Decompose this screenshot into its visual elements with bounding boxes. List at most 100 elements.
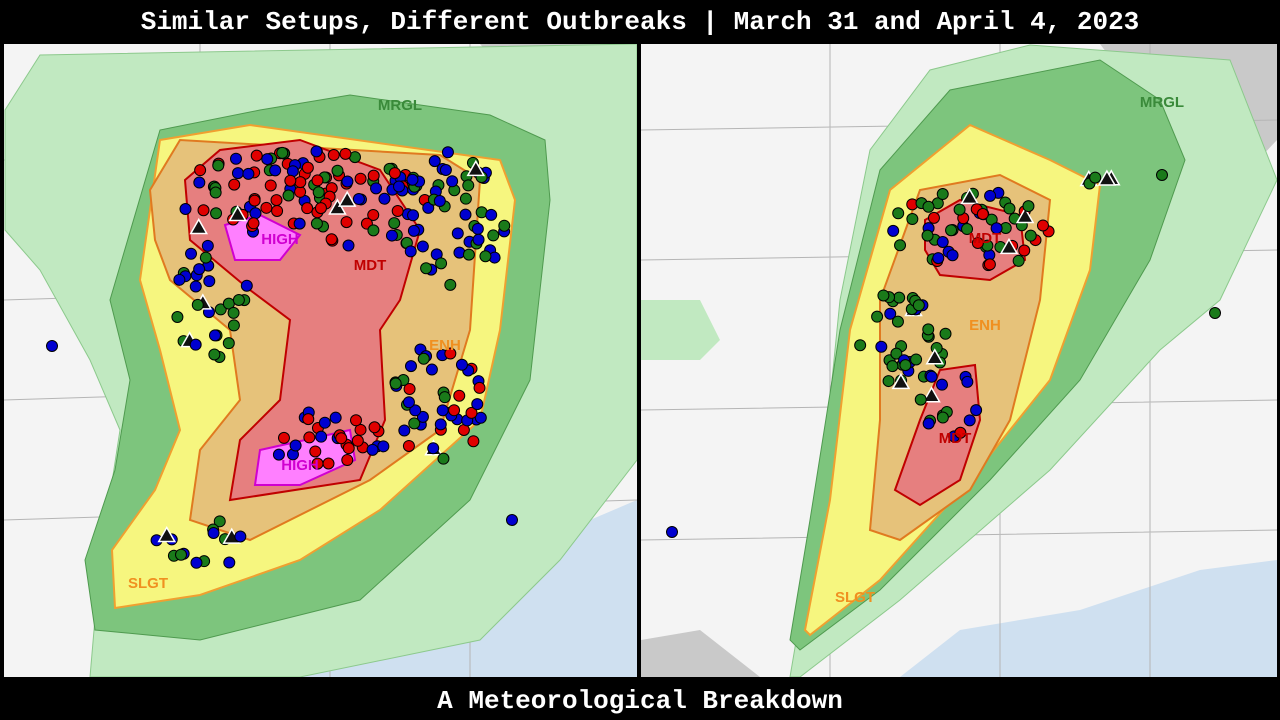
storm-report: [407, 209, 420, 222]
storm-report: [232, 294, 245, 307]
storm-report: [388, 167, 401, 180]
storm-report: [248, 194, 261, 207]
storm-report: [954, 426, 967, 439]
storm-report: [310, 145, 323, 158]
storm-report: [223, 556, 236, 569]
storm-report: [936, 378, 949, 391]
storm-report: [891, 315, 904, 328]
storm-report: [315, 430, 328, 443]
storm-report: [173, 273, 186, 286]
storm-report: [403, 382, 416, 395]
risk-label: MDT: [939, 430, 972, 447]
storm-report: [455, 358, 468, 371]
storm-report: [465, 406, 478, 419]
storm-report: [427, 442, 440, 455]
storm-report: [227, 319, 240, 332]
storm-report: [203, 275, 216, 288]
storm-report: [367, 169, 380, 182]
storm-report: [341, 454, 354, 467]
storm-report: [932, 252, 945, 265]
storm-report: [335, 432, 348, 445]
storm-report: [329, 411, 342, 424]
storm-report: [199, 251, 212, 264]
storm-report: [921, 229, 934, 242]
storm-report: [925, 370, 938, 383]
storm-report: [425, 363, 438, 376]
storm-report: [366, 443, 379, 456]
storm-report: [331, 164, 344, 177]
storm-report: [467, 435, 480, 448]
storm-report: [434, 418, 447, 431]
storm-report: [208, 329, 221, 342]
storm-report: [912, 299, 925, 312]
storm-report: [894, 239, 907, 252]
storm-report: [436, 404, 449, 417]
storm-report: [389, 377, 402, 390]
storm-report: [1036, 219, 1049, 232]
storm-report: [474, 411, 487, 424]
storm-report: [487, 229, 500, 242]
storm-report: [971, 237, 984, 250]
storm-report: [208, 348, 221, 361]
storm-report: [250, 149, 263, 162]
storm-report: [351, 434, 364, 447]
storm-report: [1012, 254, 1025, 267]
storm-report: [983, 258, 996, 271]
storm-report: [854, 339, 867, 352]
storm-report: [471, 222, 484, 235]
storm-report: [231, 167, 244, 180]
storm-report: [377, 440, 390, 453]
tornado-report: [922, 386, 941, 403]
storm-report: [936, 411, 949, 424]
storm-report: [197, 204, 210, 217]
storm-report: [301, 202, 314, 215]
storm-report: [922, 417, 935, 430]
storm-report: [444, 347, 457, 360]
storm-report: [270, 194, 283, 207]
storm-report: [302, 413, 315, 426]
storm-report: [976, 208, 989, 221]
storm-report: [890, 347, 903, 360]
storm-report: [961, 375, 974, 388]
storm-report: [190, 556, 203, 569]
storm-report: [886, 360, 899, 373]
tornado-report: [1015, 206, 1035, 224]
storm-report: [990, 222, 1003, 235]
storm-report: [506, 514, 518, 526]
risk-label: HIGH: [281, 457, 319, 474]
storm-report: [327, 148, 340, 161]
reports: [46, 145, 518, 569]
storm-report: [354, 172, 367, 185]
risk-label: ENH: [429, 337, 461, 354]
storm-report: [391, 205, 404, 218]
storm-report: [422, 201, 435, 214]
storm-report: [234, 530, 247, 543]
storm-report: [970, 404, 983, 417]
storm-report: [453, 389, 466, 402]
storm-report: [471, 398, 484, 411]
storm-report: [240, 279, 253, 292]
storm-report: [448, 404, 461, 417]
storm-report: [207, 527, 220, 540]
storm-report: [922, 200, 935, 213]
storm-report: [893, 291, 906, 304]
storm-report: [393, 180, 406, 193]
tornado-report: [466, 159, 486, 177]
storm-report: [961, 223, 974, 236]
storm-report: [247, 217, 260, 230]
storm-report: [388, 217, 401, 230]
storm-report: [1003, 202, 1016, 215]
storm-report: [289, 439, 302, 452]
storm-report: [398, 424, 411, 437]
subtitle: A Meteorological Breakdown: [437, 686, 843, 716]
storm-report: [922, 323, 935, 336]
storm-report: [191, 298, 204, 311]
storm-report: [260, 201, 273, 214]
storm-report: [420, 262, 433, 275]
storm-report: [282, 189, 295, 202]
storm-report: [402, 439, 415, 452]
left-map: MRGL SLGT ENH MDT HIGH HIGH: [4, 44, 637, 677]
storm-report: [340, 216, 353, 229]
tornado-report: [228, 205, 247, 222]
storm-report: [352, 193, 365, 206]
